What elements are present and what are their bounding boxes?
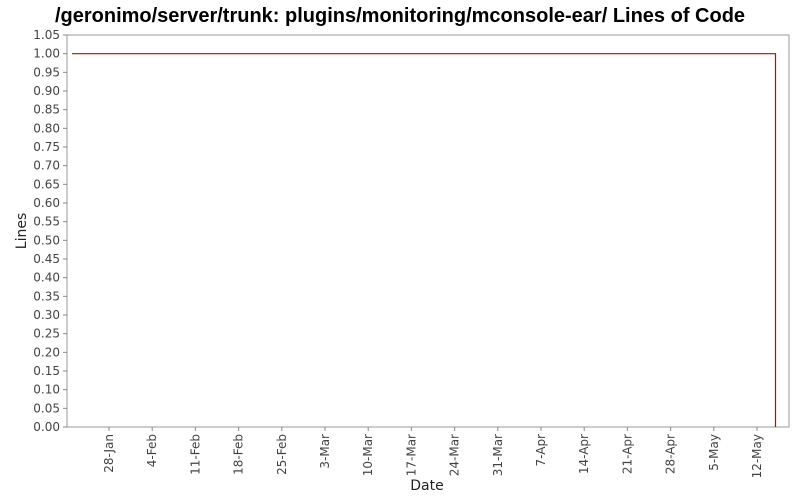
x-tick-label: 4-Feb bbox=[145, 434, 159, 467]
y-tick-label: 0.60 bbox=[33, 196, 60, 210]
y-axis: 0.00 0.05 0.10 0.15 0.20 0.25 0.30 0.35 0.40 0.45… bbox=[33, 28, 67, 434]
y-tick-label: 1.05 bbox=[33, 28, 60, 42]
y-tick-label: 0.15 bbox=[33, 364, 60, 378]
y-tick-label: 0.05 bbox=[33, 401, 60, 415]
chart-title: /geronimo/server/trunk: plugins/monitori… bbox=[55, 5, 745, 27]
x-tick-label: 12-May bbox=[750, 434, 764, 478]
y-tick-label: 0.40 bbox=[33, 271, 60, 285]
y-tick-label: 0.85 bbox=[33, 103, 60, 117]
x-tick-label: 7-Apr bbox=[534, 434, 548, 467]
y-tick-label: 0.20 bbox=[33, 345, 60, 359]
y-tick-label: 0.95 bbox=[33, 65, 60, 79]
y-tick-label: 0.70 bbox=[33, 159, 60, 173]
x-tick-label: 3-Mar bbox=[318, 434, 332, 469]
series-layer bbox=[72, 53, 777, 427]
y-tick-label: 0.45 bbox=[33, 252, 60, 266]
x-tick-label: 25-Feb bbox=[275, 434, 289, 475]
x-axis-label: Date bbox=[410, 478, 443, 494]
y-tick-label: 0.35 bbox=[33, 289, 60, 303]
y-tick-label: 0.90 bbox=[33, 84, 60, 98]
y-tick-label: 0.10 bbox=[33, 383, 60, 397]
x-tick-label: 18-Feb bbox=[232, 434, 246, 475]
x-tick-label: 31-Mar bbox=[491, 434, 505, 476]
y-tick-label: 0.25 bbox=[33, 327, 60, 341]
x-tick-label: 21-Apr bbox=[620, 434, 634, 474]
y-tick-label: 0.50 bbox=[33, 233, 60, 247]
y-tick-label: 0.80 bbox=[33, 121, 60, 135]
x-tick-label: 28-Apr bbox=[664, 434, 678, 474]
y-tick-label: 0.00 bbox=[33, 420, 60, 434]
plot-area bbox=[66, 34, 790, 428]
x-tick-label: 11-Feb bbox=[188, 434, 202, 475]
y-tick-label: 1.00 bbox=[33, 47, 60, 61]
x-tick-label: 5-May bbox=[707, 434, 721, 471]
series-line bbox=[72, 53, 777, 427]
y-tick-label: 0.30 bbox=[33, 308, 60, 322]
x-tick-label: 24-Mar bbox=[448, 434, 462, 476]
y-tick-label: 0.65 bbox=[33, 177, 60, 191]
x-tick-label: 14-Apr bbox=[577, 434, 591, 474]
y-tick-label: 0.55 bbox=[33, 215, 60, 229]
x-axis: 28-Jan 4-Feb 11-Feb 18-Feb 25-Feb 3-Mar 10-Mar… bbox=[102, 427, 764, 478]
y-axis-label: Lines bbox=[14, 213, 30, 249]
x-tick-label: 10-Mar bbox=[361, 434, 375, 476]
x-tick-label: 28-Jan bbox=[102, 434, 116, 473]
y-tick-label: 0.75 bbox=[33, 140, 60, 154]
x-tick-label: 17-Mar bbox=[404, 434, 418, 476]
